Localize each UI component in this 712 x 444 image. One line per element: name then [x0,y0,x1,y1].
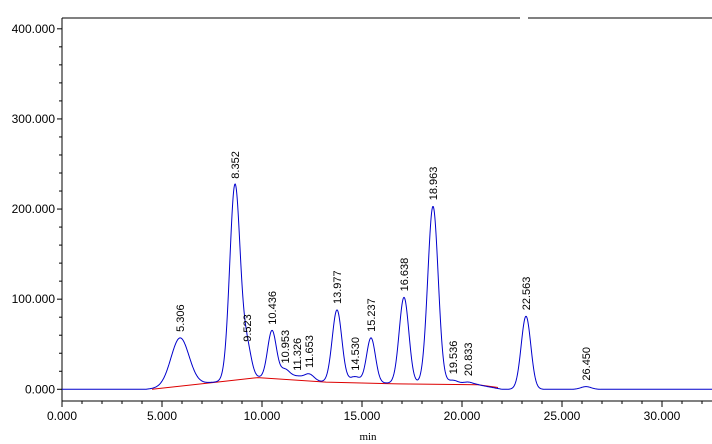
x-tick-label: 10.000 [244,409,281,423]
peak-label: 19.536 [448,341,460,375]
chromatogram-trace [62,183,712,390]
y-tick-label: 0.000 [25,382,55,396]
peak-label: 13.977 [332,270,344,304]
x-axis-title: min [359,431,377,443]
peak-label: 22.563 [521,277,533,311]
peak-label: 15.237 [366,298,378,332]
y-tick-label: 300.000 [12,112,56,126]
peak-label: 16.638 [399,258,411,292]
trace-layer [62,183,712,390]
peak-label: 14.530 [350,337,362,371]
x-tick-label: 20.000 [444,409,481,423]
peak-label: 10.953 [280,330,292,364]
x-tick-label: 15.000 [344,409,381,423]
x-tick-label: 25.000 [544,409,581,423]
peak-label: 20.833 [463,342,475,376]
y-tick-label: 100.000 [12,292,56,306]
y-tick-label: 200.000 [12,202,56,216]
peak-label: 9.523 [242,314,254,342]
x-tick-label: 0.000 [47,409,77,423]
y-tick-label: 400.000 [12,22,56,36]
peak-label: 8.352 [230,151,242,179]
peak-label: 10.436 [267,291,279,325]
peak-label: 5.306 [175,304,187,332]
peak-label: 11.653 [304,335,316,368]
axes: 0.000 100.000 200.000 300.000 400.000 0.000 5.… [12,17,712,423]
peak-label: 26.450 [581,347,593,381]
x-tick-label: 5.000 [147,409,177,423]
peak-label: 11.326 [292,338,304,371]
x-tick-label: 30.000 [644,409,681,423]
peak-label: 18.963 [428,167,440,201]
